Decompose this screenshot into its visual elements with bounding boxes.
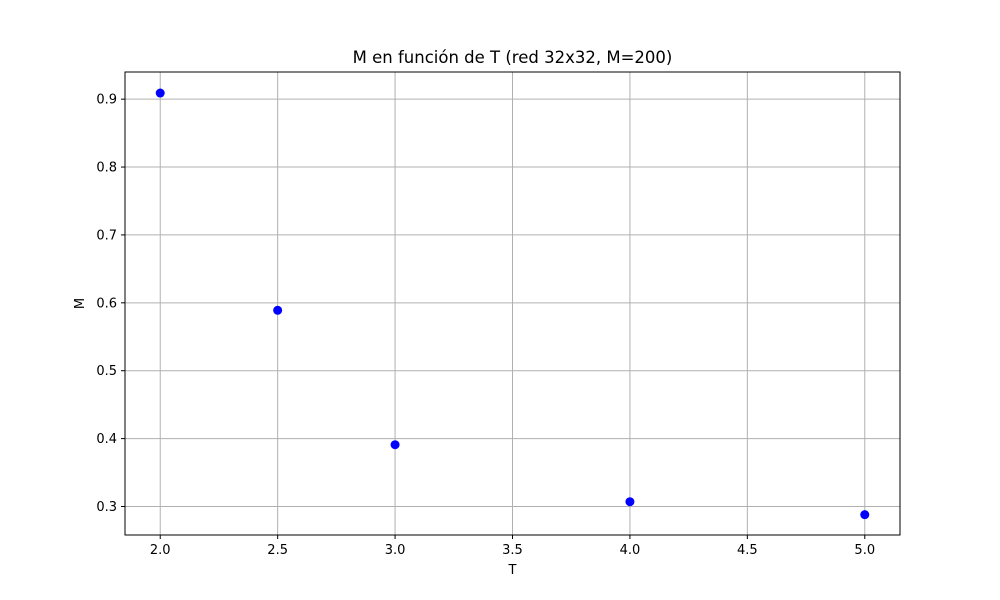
y-tick-label: 0.7 [96,228,117,243]
x-tick-label: 5.0 [854,543,875,558]
y-axis-label: M [73,298,88,309]
x-axis-label: T [508,563,517,578]
x-tick-label: 4.5 [737,543,758,558]
x-tick-label: 4.0 [620,543,641,558]
x-tick-label: 3.0 [385,543,406,558]
data-point [155,88,165,98]
y-tick-label: 0.8 [96,161,117,176]
y-tick-label: 0.6 [96,296,117,311]
grid-lines [125,72,900,535]
plot-area-frame [124,71,901,536]
data-points [155,88,870,520]
y-tick-label: 0.5 [96,364,117,379]
x-tick-label: 3.5 [502,543,523,558]
data-point [273,305,283,315]
y-tick-label: 0.3 [96,500,117,515]
data-point [390,440,400,450]
x-tick-label: 2.0 [150,543,171,558]
data-point [860,510,870,520]
x-tick-label: 2.5 [267,543,288,558]
y-tick-label: 0.4 [96,432,117,447]
chart-title: M en función de T (red 32x32, M=200) [353,48,673,67]
axis-ticks: 2.0 2.5 3.0 3.5 4.0 4.5 5.0 0.3 0.4 0.5 0.6 0.7 0.8 0… [96,93,875,558]
data-point [625,497,635,507]
y-tick-label: 0.9 [96,93,117,108]
